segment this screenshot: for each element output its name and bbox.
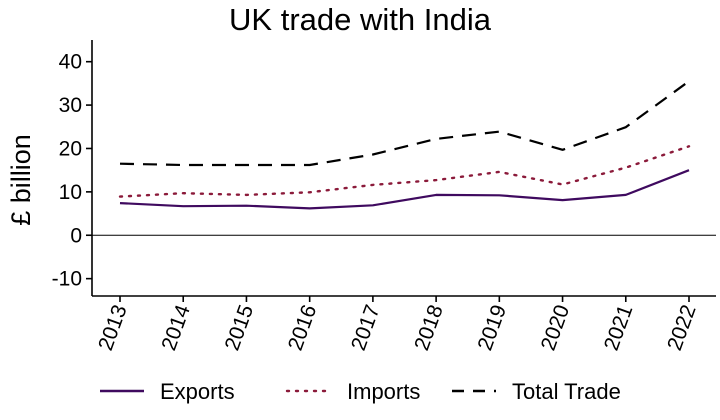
legend-label: Imports: [347, 379, 420, 404]
x-tick-label: 2013: [94, 302, 132, 354]
legend-label: Exports: [160, 379, 235, 404]
y-tick-label: 40: [59, 51, 82, 74]
y-tick-label: 20: [59, 137, 82, 160]
series-line-imports: [118, 145, 691, 198]
x-tick-label: 2016: [284, 302, 322, 354]
y-tick-label: -10: [52, 268, 82, 291]
legend: Exports Imports Total Trade: [100, 379, 621, 404]
x-axis: 2013 2014 2015 2016 2017 2018 2019 2020 2021 2022: [92, 295, 716, 354]
x-tick-label: 2020: [537, 302, 575, 354]
y-tick-label: 30: [59, 94, 82, 117]
y-tick-label: 10: [59, 181, 82, 204]
y-axis: 40 30 20 10 0 -10: [52, 40, 93, 296]
x-tick-label: 2021: [600, 302, 638, 354]
chart-title: UK trade with India: [229, 2, 491, 37]
legend-label: Total Trade: [512, 379, 621, 404]
x-tick-label: 2018: [410, 302, 448, 354]
x-tick-label: 2019: [473, 302, 511, 354]
y-axis-title: £ billion: [6, 134, 36, 226]
series-line-total-trade: [119, 80, 690, 167]
x-tick-label: 2022: [663, 302, 701, 354]
x-tick-label: 2017: [347, 302, 385, 354]
x-tick-label: 2014: [157, 302, 195, 354]
y-tick-label: 0: [70, 224, 82, 247]
series-line-exports: [119, 169, 690, 210]
series-layer: [92, 80, 716, 236]
x-tick-label: 2015: [221, 302, 259, 354]
